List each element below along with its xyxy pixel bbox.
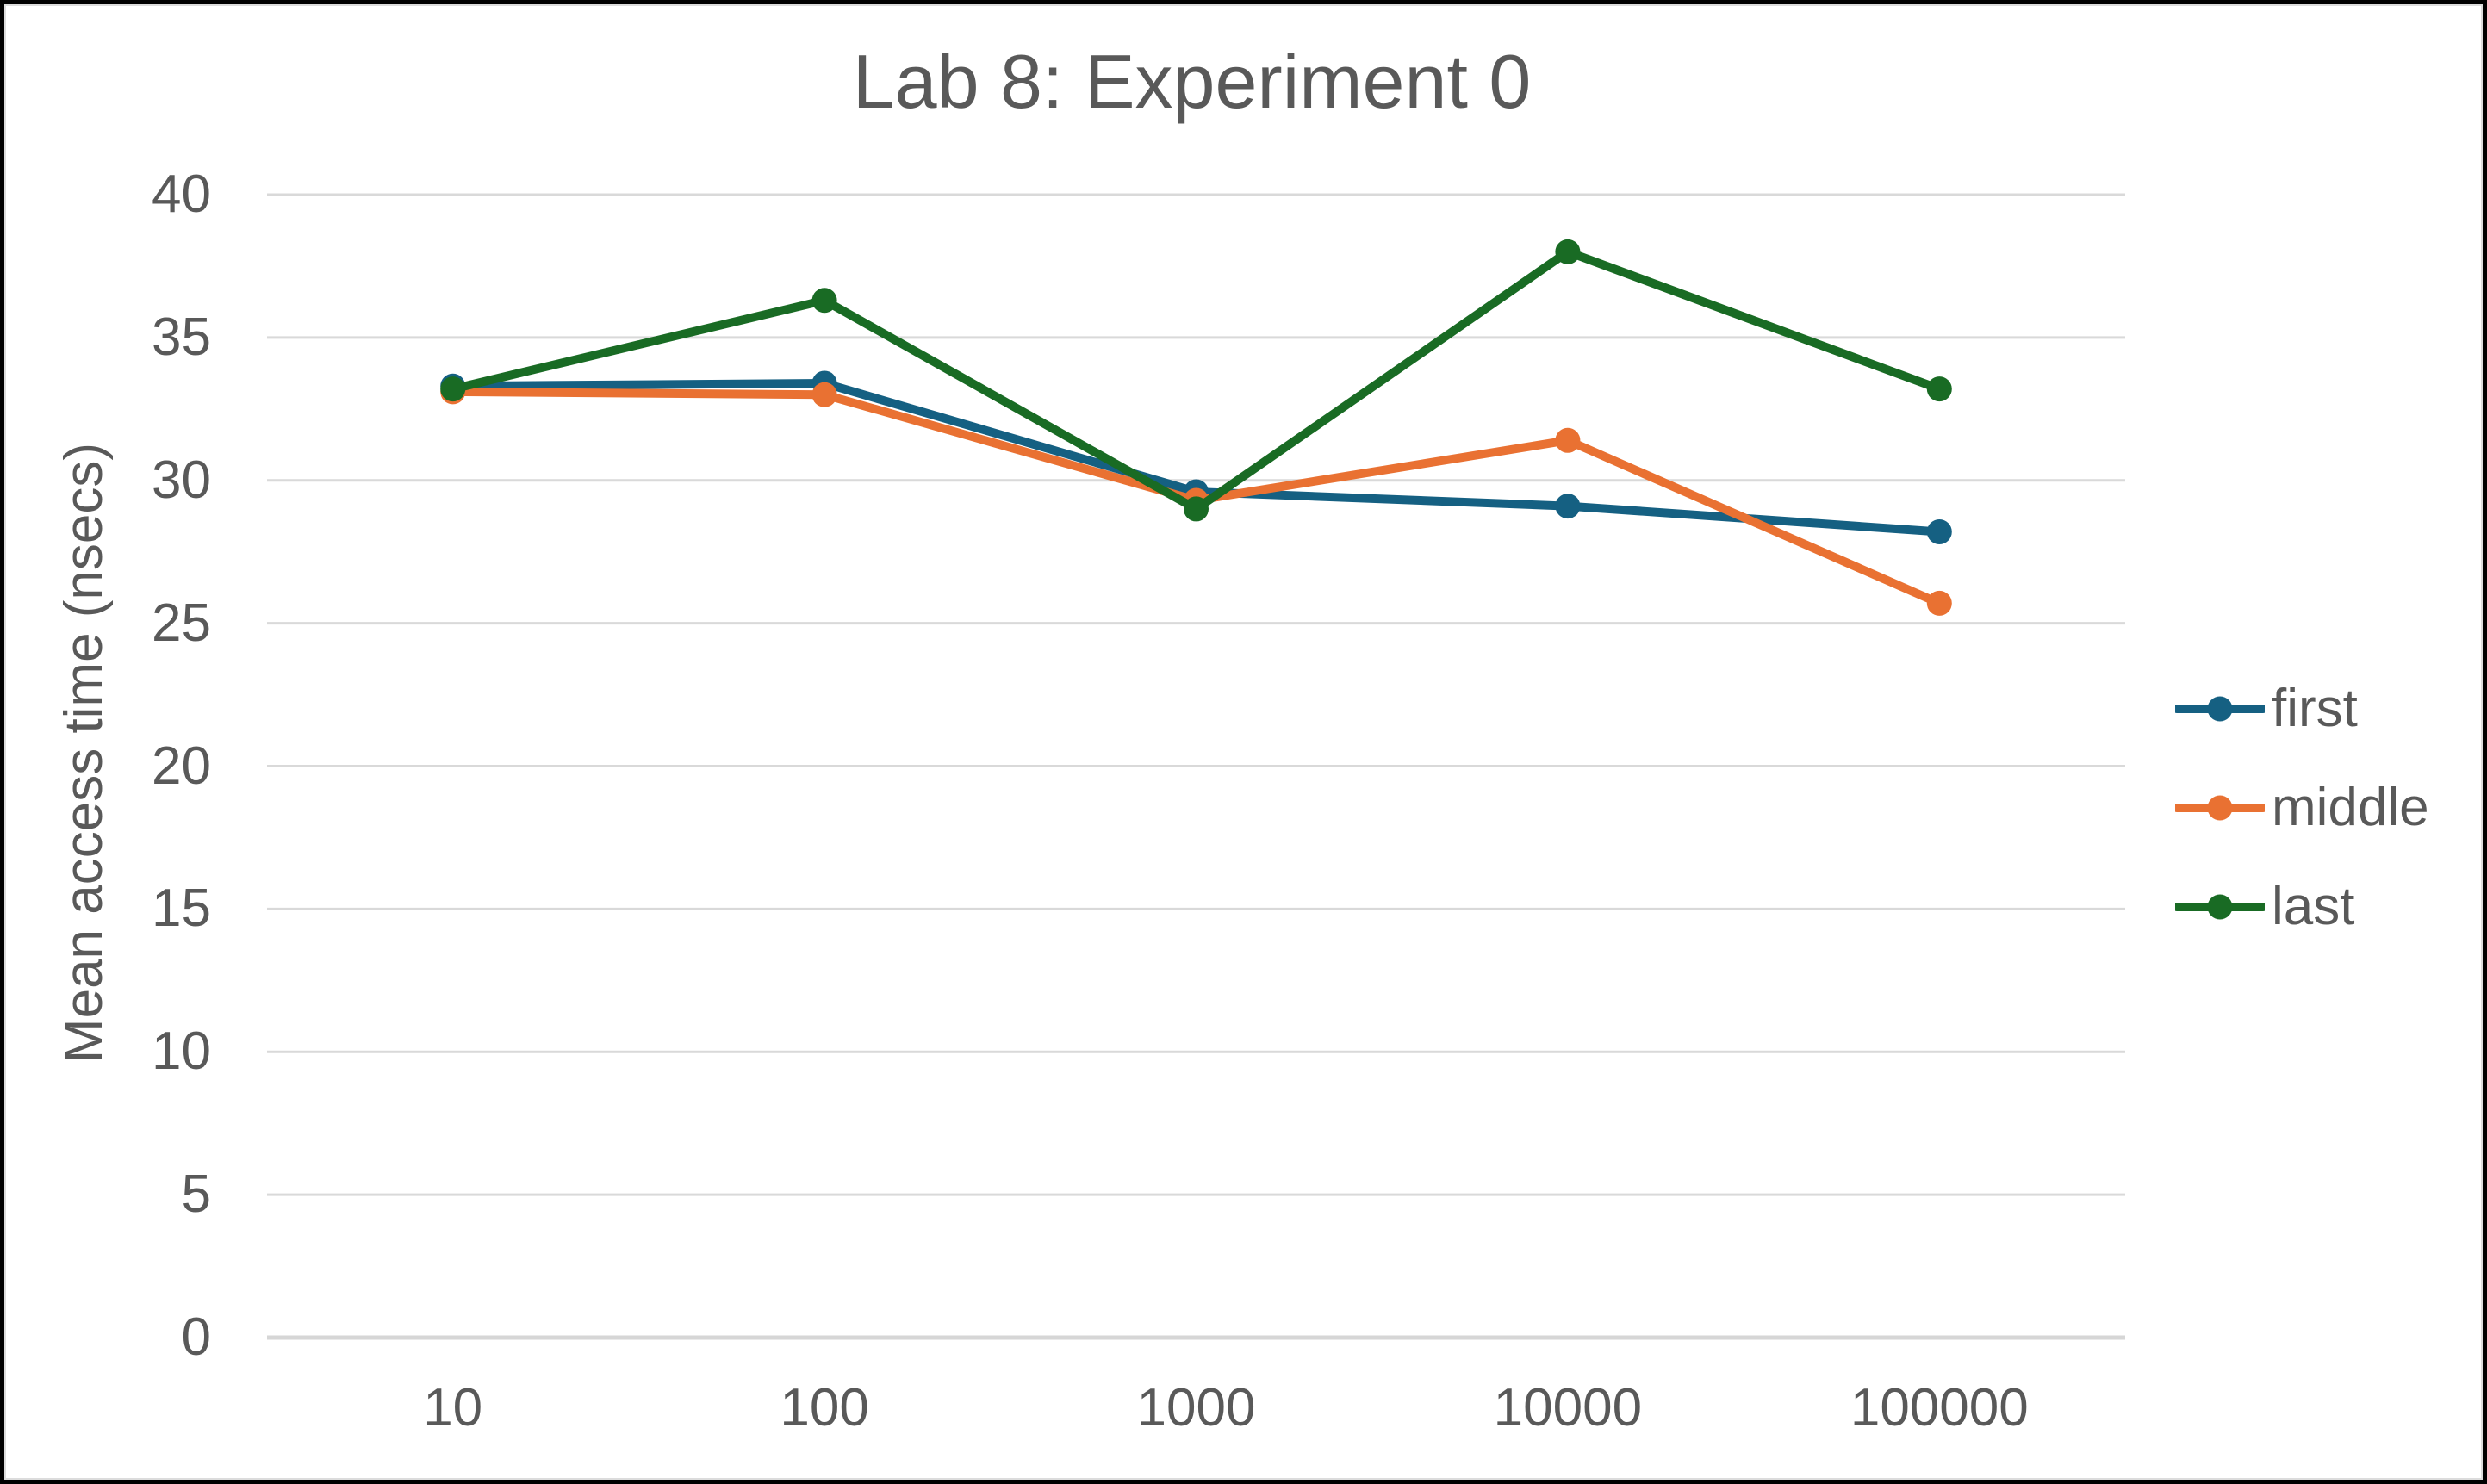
- series-point-last: [440, 376, 466, 402]
- series-point-last: [1926, 376, 1952, 402]
- x-tick-label: 10000: [1493, 1378, 1643, 1437]
- chart-title: Lab 8: Experiment 0: [852, 39, 1532, 124]
- y-tick-label: 20: [152, 736, 211, 796]
- series-point-middle: [1555, 427, 1581, 453]
- y-tick-label: 30: [152, 450, 211, 510]
- chart-stage: Lab 8: Experiment 0 Mean access time (ns…: [4, 4, 2483, 1480]
- legend-line-marker-icon: [2175, 795, 2265, 821]
- series-point-first: [1926, 518, 1952, 544]
- y-tick-label: 0: [181, 1307, 211, 1367]
- y-tick-label: 35: [152, 307, 211, 367]
- legend: first middle last: [2175, 4, 2482, 1480]
- legend-label: middle: [2272, 778, 2429, 837]
- plot-area: [267, 193, 2125, 1340]
- legend-item-last: last: [2175, 872, 2354, 941]
- x-tick-label: 10: [423, 1378, 483, 1437]
- legend-item-first: first: [2175, 674, 2358, 743]
- y-tick-label: 10: [152, 1021, 211, 1082]
- y-tick-label: 5: [181, 1164, 211, 1225]
- legend-label: first: [2272, 679, 2358, 738]
- legend-item-middle: middle: [2175, 773, 2429, 842]
- y-tick-label: 25: [152, 593, 211, 653]
- series-point-last: [811, 288, 837, 314]
- series-point-first: [1555, 494, 1581, 519]
- series-point-middle: [811, 382, 837, 407]
- y-tick-label: 40: [152, 165, 211, 224]
- series-point-middle: [1926, 590, 1952, 616]
- y-tick-label: 15: [152, 879, 211, 939]
- legend-label: last: [2272, 877, 2355, 936]
- legend-line-marker-icon: [2175, 696, 2265, 722]
- legend-line-marker-icon: [2175, 894, 2265, 920]
- x-tick-label: 100: [780, 1378, 869, 1437]
- x-tick-label: 1000: [1136, 1378, 1256, 1437]
- series-point-last: [1555, 239, 1581, 264]
- x-tick-label: 100000: [1850, 1378, 2029, 1437]
- series-point-last: [1184, 496, 1209, 522]
- y-axis-tick-labels: 0 5 10 15 20 25 30 35 40: [4, 4, 211, 1480]
